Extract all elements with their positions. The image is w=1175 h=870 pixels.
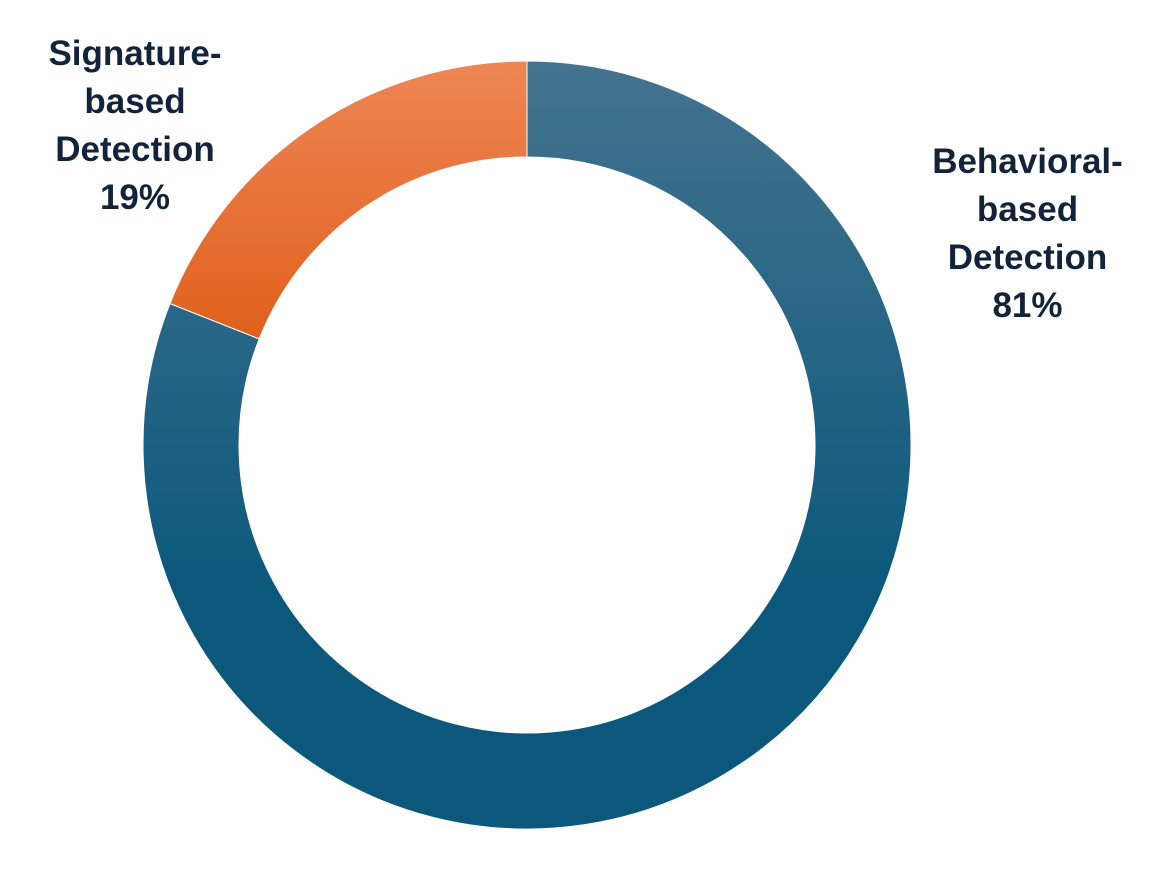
slice-label-line: based [976, 190, 1079, 229]
slice-label-line: Detection [55, 130, 215, 169]
slice-value-label: 19% [99, 178, 171, 217]
slice-label-signature-based: Signature- based Detection 19% [20, 30, 250, 222]
slice-label-line: Detection [947, 238, 1108, 277]
slice-label-line: based [84, 82, 186, 121]
donut-slice-behavioral-based-detection [142, 60, 912, 830]
slice-label-line: Signature- [48, 34, 222, 73]
slice-value-label: 81% [992, 286, 1063, 325]
slice-label-behavioral-based: Behavioral- based Detection 81% [905, 138, 1150, 330]
slice-label-line: Behavioral- [932, 142, 1123, 181]
